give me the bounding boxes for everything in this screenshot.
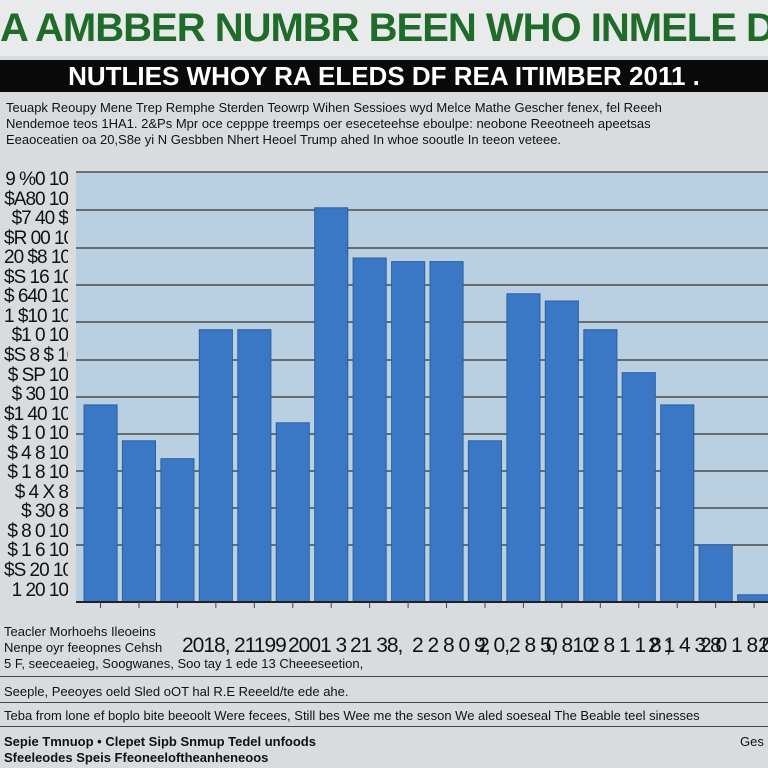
y-tick-label: $ 8 0 10 bbox=[7, 521, 68, 542]
x-tick-label: 2018, bbox=[182, 634, 230, 657]
y-tick-label: $S 20 10 bbox=[4, 560, 68, 581]
source-right: Ges bbox=[740, 734, 764, 749]
subtitle-line-1: Teuapk Reoupy Mene Trep Remphe Sterden T… bbox=[6, 100, 662, 115]
y-tick-label: $ 640 10 bbox=[4, 287, 68, 308]
x-tick-label: 2 2 8 0 9, bbox=[412, 634, 490, 657]
x-tick-label: 2 1 4 3 8 bbox=[648, 634, 721, 657]
y-tick-label: 1 $10 10 bbox=[4, 306, 68, 327]
bar bbox=[583, 329, 618, 603]
bar bbox=[83, 404, 118, 603]
y-tick-label: $1 0 10 bbox=[11, 326, 68, 347]
y-tick-label: $ 1 6 10 bbox=[7, 541, 68, 562]
bar bbox=[391, 261, 426, 603]
x-tick-label: 21199 bbox=[234, 634, 286, 657]
bar bbox=[621, 372, 656, 603]
y-tick-label: $ SP 10 bbox=[7, 365, 68, 386]
chart-banner: NUTLIES WHOY RA ELEDS DF REA ITIMBER 201… bbox=[0, 60, 768, 92]
y-tick-label: $A80 10 bbox=[4, 189, 68, 210]
y-tick-label: $1 40 10 bbox=[4, 404, 68, 425]
y-tick-label: $S 16 10 bbox=[4, 267, 68, 288]
y-tick-label: $S 8 $ 10 bbox=[4, 345, 68, 366]
source-line-1: Sepie Tmnuop • Clepet Sipb Snmup Tedel u… bbox=[4, 734, 316, 749]
divider-3 bbox=[0, 726, 768, 727]
divider-2 bbox=[0, 702, 768, 703]
footer-label-2: Nenpe oyr feeopnes Cehsh bbox=[4, 640, 163, 655]
footer-note-2: Teba from lone ef boplo bite beeoolt Wer… bbox=[4, 708, 700, 723]
y-tick-label: $ 1 8 10 bbox=[7, 463, 68, 484]
source-line-2: Sfeeleodes Speis Ffeoneeloftheanheneoos bbox=[4, 750, 269, 765]
bar bbox=[352, 257, 387, 603]
footer-label-1: Teacler Morhoehs Ileoeins bbox=[4, 624, 156, 639]
x-tick-label: 2001 3 bbox=[288, 634, 347, 657]
bar bbox=[660, 404, 695, 603]
bar bbox=[237, 329, 272, 603]
y-tick-label: $ 1 0 10 bbox=[7, 424, 68, 445]
bar bbox=[198, 329, 233, 603]
y-tick-label: $ 4 8 10 bbox=[7, 443, 68, 464]
x-tick-label: 2 0,2 8 5, bbox=[478, 634, 556, 657]
y-tick-label: 9 %0 10 bbox=[5, 170, 68, 190]
x-tick-label: 0 810 bbox=[546, 634, 594, 657]
y-tick-label: 20 $8 10 bbox=[4, 248, 68, 269]
subtitle-line-3: Eeaoceatien oa 20,S8e yi N Gesbben Nhert… bbox=[6, 132, 562, 147]
x-tick-label: 2 bbox=[758, 634, 768, 657]
footer-note-1: Seeple, Peeoyes oeld Sled oOT hal R.E Re… bbox=[4, 684, 349, 699]
x-tick-label: 2 0 1 8 0 bbox=[700, 634, 768, 657]
y-tick-label: $R 00 10 bbox=[4, 228, 68, 249]
bar bbox=[698, 544, 733, 603]
y-tick-label: $7 40 $ bbox=[11, 209, 68, 230]
bar bbox=[506, 293, 541, 603]
bar bbox=[275, 422, 310, 603]
bar bbox=[544, 300, 579, 603]
y-tick-label: $ 4 X 8 bbox=[14, 482, 68, 503]
footer-label-3: 5 F, seeceaeieg, Soogwanes, Soo tay 1 ed… bbox=[4, 656, 364, 671]
bar bbox=[467, 440, 502, 603]
bar bbox=[121, 440, 156, 603]
bar bbox=[314, 207, 349, 603]
subtitle-line-2: Nendemoe teos 1HA1. 2&Ps Mpr oce cepppe … bbox=[6, 116, 651, 131]
main-title: A AMBBER NUMBR BEEN WHO INMELE DY PEOOLE… bbox=[0, 0, 768, 56]
y-tick-label: $ 30 8 bbox=[21, 502, 68, 523]
y-tick-label: 1 20 10 bbox=[11, 580, 68, 601]
divider-1 bbox=[0, 676, 768, 677]
bar bbox=[160, 458, 195, 603]
x-tick-label: 2 8 1 1 8 ; bbox=[588, 634, 671, 657]
x-tick-label: 21 38, bbox=[350, 634, 403, 657]
bar bbox=[429, 261, 464, 603]
y-tick-label: $ 30 10 bbox=[11, 385, 68, 405]
bar bbox=[737, 594, 768, 603]
